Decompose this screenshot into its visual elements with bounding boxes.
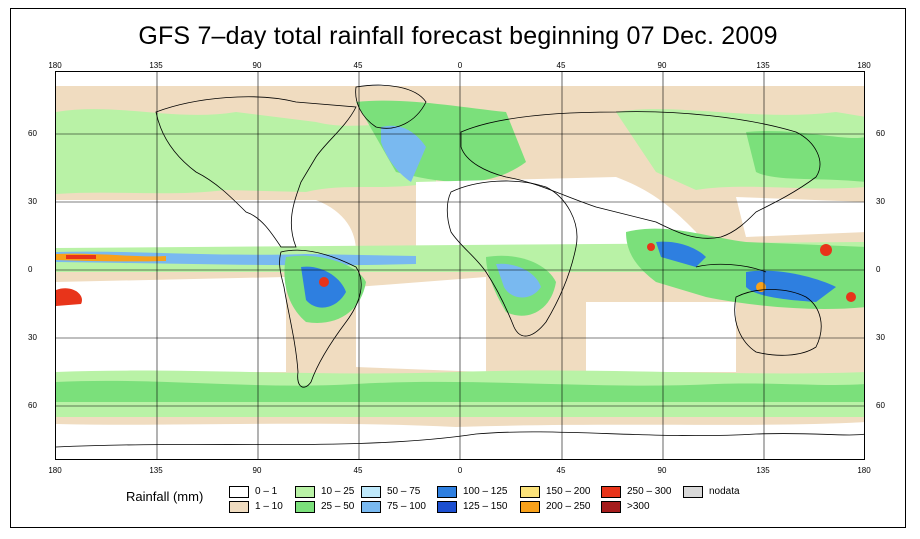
australia-outline [734,289,822,356]
lat-tick-left: 0 [28,265,33,274]
lat-tick-left: 60 [28,401,37,410]
legend-label: >300 [627,501,650,512]
legend-label: 250 – 300 [627,486,672,497]
antarctica-outline [56,431,864,448]
lon-tick-bottom: 45 [353,466,363,475]
legend-swatch [229,501,249,513]
legend-title: Rainfall (mm) [126,489,204,504]
north-atlantic-heavy [381,125,426,182]
lon-tick-bottom: 90 [657,466,667,475]
south-pacific-extreme [846,292,856,302]
legend-swatch [683,486,703,498]
lat-tick-left: 30 [28,333,37,342]
lon-tick-bottom: 90 [252,466,262,475]
spcz-heavy [746,270,836,302]
west-pacific-dry [736,197,864,237]
legend-label: 0 – 1 [255,486,278,497]
legend-label: 75 – 100 [387,501,426,512]
bay-of-bengal-heavy [656,241,706,267]
legend-swatch [437,486,457,498]
bay-of-bengal-extreme [647,243,655,251]
greenland-outline [355,84,427,129]
africa-outline [446,180,578,337]
lat-tick-left: 60 [28,129,37,138]
lon-tick-bottom: 180 [48,466,62,475]
lon-tick-bottom: 0 [457,466,463,475]
south-america-outline [279,249,362,388]
legend-label: 150 – 200 [546,486,591,497]
coastlines [56,84,864,448]
south-atlantic-dry [356,277,486,372]
north-america-outline [155,96,357,248]
indian-ocean-dry [586,302,736,372]
lon-tick-top: 135 [756,61,770,70]
lon-tick-top: 180 [48,61,62,70]
lat-tick-right: 0 [876,265,881,274]
legend-swatch [437,501,457,513]
arctic-dry-band [56,72,864,86]
lat-tick-right: 30 [876,197,885,206]
legend-label: 200 – 250 [546,501,591,512]
north-pacific-dry [56,200,356,252]
lon-tick-top: 180 [857,61,871,70]
south-pacific-dry [56,277,286,372]
lon-tick-bottom: 45 [556,466,566,475]
southern-ocean-moderate [56,380,864,402]
legend-label: 100 – 125 [463,486,508,497]
legend-label: 1 – 10 [255,501,283,512]
lon-tick-top: 45 [353,61,363,70]
legend-label: nodata [709,486,740,497]
legend-swatch [295,501,315,513]
lon-tick-top: 135 [149,61,163,70]
lon-tick-top: 90 [657,61,667,70]
amazon-extreme [319,277,329,287]
itcz-extreme-pacific [66,255,96,259]
legend-label: 50 – 75 [387,486,421,497]
map-canvas [56,72,864,459]
legend-swatch [601,486,621,498]
map-title: GFS 7–day total rainfall forecast beginn… [138,22,778,50]
south-east-pacific-extreme [56,288,82,306]
figure-frame [10,8,906,528]
lon-tick-top: 90 [252,61,262,70]
lon-tick-bottom: 135 [149,466,163,475]
west-pacific-extreme [820,244,832,256]
lat-tick-right: 60 [876,129,885,138]
legend-label: 25 – 50 [321,501,355,512]
amazon-heavy [301,266,346,308]
north-west-pacific-moderate [746,130,864,182]
lon-tick-bottom: 180 [857,466,871,475]
antarctica-dry [56,422,864,459]
legend-swatch [361,486,381,498]
lat-tick-left: 30 [28,197,37,206]
lat-tick-right: 30 [876,333,885,342]
legend-label: 10 – 25 [321,486,355,497]
legend-swatch [520,501,540,513]
rainfall-map [55,71,865,460]
north-pacific-rain [56,109,436,194]
legend-swatch [229,486,249,498]
legend-swatch [520,486,540,498]
lon-tick-top: 45 [556,61,566,70]
lon-tick-top: 0 [457,61,463,70]
lon-tick-bottom: 135 [756,466,770,475]
graticule [56,72,864,459]
legend-label: 125 – 150 [463,501,508,512]
eurasia-outline [460,111,821,239]
congo-heavy [496,263,541,298]
lat-tick-right: 60 [876,401,885,410]
legend-swatch [601,501,621,513]
legend-swatch [361,501,381,513]
legend-swatch [295,486,315,498]
